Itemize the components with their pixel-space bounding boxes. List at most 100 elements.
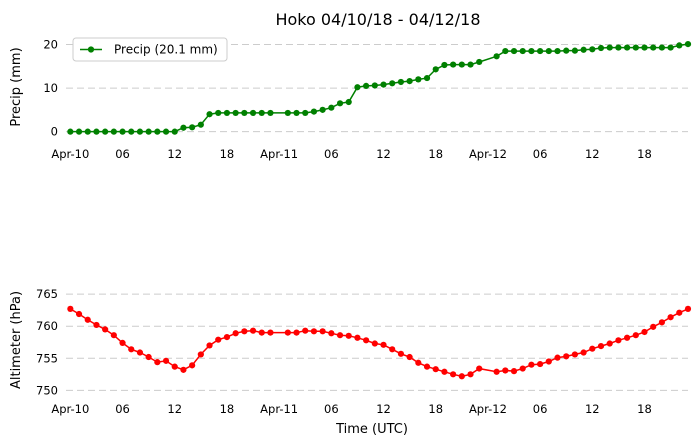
data-point: [597, 342, 605, 350]
data-point: [415, 359, 422, 366]
data-point: [519, 47, 526, 55]
data-point: [615, 337, 622, 344]
data-point: [571, 351, 579, 358]
x-tick-label: 18: [637, 147, 652, 161]
legend-label: Precip (20.1 mm): [114, 43, 218, 57]
data-point: [450, 61, 457, 68]
data-point: [171, 363, 178, 370]
data-point: [667, 314, 674, 321]
x-tick-label: 06: [115, 402, 130, 416]
data-point: [650, 44, 657, 51]
data-point: [502, 47, 509, 55]
data-point: [589, 46, 596, 53]
data-point: [180, 124, 187, 131]
data-point: [476, 365, 483, 372]
data-point: [241, 109, 248, 117]
x-axis-label: Time (UTC): [335, 422, 408, 437]
data-point: [537, 47, 544, 55]
x-tick-label: 18: [220, 402, 235, 416]
data-point: [423, 363, 431, 370]
data-point: [223, 334, 231, 341]
data-point: [232, 330, 239, 337]
x-tick-label: Apr-11: [260, 147, 298, 161]
data-point: [554, 354, 561, 361]
data-point: [624, 44, 631, 51]
data-point: [467, 371, 474, 378]
data-point: [154, 359, 161, 366]
x-tick-label: Apr-10: [51, 402, 89, 416]
data-point: [519, 365, 526, 372]
data-point: [458, 61, 465, 68]
data-point: [336, 100, 344, 107]
data-point: [293, 109, 300, 117]
data-point: [110, 128, 117, 135]
data-point: [423, 74, 431, 82]
altimeter-panel: 750 755 760 765 Apr-10 06 12 18 Apr-11 06 12 18 Apr-…: [9, 287, 692, 437]
y-axis-label: Altimeter (hPa): [9, 291, 24, 389]
data-point: [650, 323, 657, 330]
data-point: [632, 332, 639, 339]
data-point: [510, 47, 518, 55]
data-point: [197, 351, 204, 358]
data-point: [102, 326, 109, 333]
x-tick-label: 18: [220, 147, 235, 161]
y-axis-label: Precip (mm): [9, 47, 24, 126]
data-point: [154, 128, 161, 135]
data-point: [432, 366, 439, 373]
data-point: [67, 128, 74, 135]
data-point: [528, 47, 535, 55]
data-point: [502, 367, 509, 374]
x-tick-label: 18: [428, 402, 443, 416]
series-line: [69, 308, 689, 378]
x-tick-label: 06: [324, 147, 339, 161]
x-tick-label: 12: [585, 147, 600, 161]
data-point: [658, 319, 666, 326]
data-point: [197, 121, 204, 128]
x-tick-label: Apr-12: [469, 402, 507, 416]
data-point: [406, 78, 413, 85]
data-point: [354, 84, 361, 91]
data-point: [580, 46, 587, 53]
data-point: [136, 128, 144, 135]
legend: Precip (20.1 mm): [72, 37, 228, 62]
data-point: [432, 66, 439, 73]
data-point: [102, 128, 109, 135]
data-point: [632, 44, 639, 51]
data-point: [476, 58, 483, 66]
data-point: [258, 329, 265, 336]
data-point: [589, 345, 596, 352]
data-point: [232, 109, 239, 117]
data-point: [441, 61, 448, 69]
data-point: [75, 310, 83, 318]
data-point: [302, 109, 309, 117]
data-point: [641, 328, 648, 336]
data-point: [171, 128, 178, 135]
data-point: [493, 368, 500, 375]
data-point: [267, 329, 274, 336]
data-point: [510, 368, 518, 375]
data-point: [119, 339, 126, 346]
data-point: [328, 104, 335, 111]
data-point: [110, 332, 117, 339]
data-point: [389, 346, 396, 353]
y-tick-label: 750: [36, 383, 58, 397]
x-tick-label: 18: [637, 402, 652, 416]
data-point: [450, 371, 457, 378]
data-point: [528, 361, 535, 368]
x-tick-label: 06: [115, 147, 130, 161]
data-point: [145, 128, 152, 135]
data-point: [93, 321, 100, 329]
data-point: [223, 109, 231, 117]
x-tick-label: 12: [585, 402, 600, 416]
data-point: [302, 327, 309, 334]
data-point: [93, 128, 100, 135]
data-point: [206, 111, 213, 118]
data-point: [162, 357, 170, 364]
data-point: [676, 309, 683, 316]
x-tick-label: 12: [167, 147, 182, 161]
data-point: [84, 316, 91, 323]
precip-panel: 0 10 20 Apr-10 06 12 18 Apr-11 06 12 18 Apr-12 06 12 1…: [9, 37, 692, 161]
data-point: [345, 98, 352, 106]
data-point: [467, 61, 474, 68]
data-point: [84, 128, 91, 135]
